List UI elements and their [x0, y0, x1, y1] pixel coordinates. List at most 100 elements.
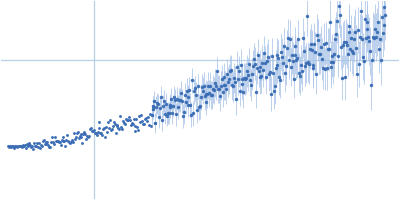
Point	[64, 133, 70, 136]
Point	[62, 144, 68, 147]
Point	[81, 131, 88, 134]
Point	[83, 137, 90, 140]
Point	[74, 131, 81, 134]
Point	[40, 139, 47, 142]
Point	[113, 124, 120, 127]
Point	[141, 123, 147, 126]
Point	[11, 146, 18, 149]
Point	[88, 126, 94, 129]
Point	[71, 132, 77, 135]
Point	[59, 139, 66, 143]
Point	[53, 140, 59, 143]
Point	[139, 119, 145, 122]
Point	[106, 126, 112, 130]
Point	[65, 139, 72, 142]
Point	[122, 122, 128, 125]
Point	[108, 128, 115, 131]
Point	[148, 113, 155, 117]
Point	[138, 113, 144, 116]
Point	[20, 144, 26, 147]
Point	[72, 137, 78, 141]
Point	[19, 146, 25, 149]
Point	[58, 138, 65, 141]
Point	[150, 104, 157, 107]
Point	[105, 121, 111, 124]
Point	[37, 146, 43, 150]
Point	[146, 113, 153, 116]
Point	[126, 118, 133, 122]
Point	[136, 114, 142, 118]
Point	[98, 132, 104, 135]
Point	[9, 145, 16, 148]
Point	[116, 127, 122, 130]
Point	[41, 143, 48, 146]
Point	[135, 129, 142, 132]
Point	[148, 124, 154, 127]
Point	[56, 140, 62, 143]
Point	[97, 131, 104, 134]
Point	[60, 136, 67, 139]
Point	[90, 130, 96, 133]
Point	[80, 132, 86, 135]
Point	[70, 141, 76, 144]
Point	[58, 143, 64, 147]
Point	[119, 127, 126, 130]
Point	[10, 145, 16, 148]
Point	[87, 128, 93, 131]
Point	[89, 129, 95, 133]
Point	[152, 121, 158, 124]
Point	[110, 124, 116, 128]
Point	[90, 129, 97, 132]
Point	[15, 145, 21, 148]
Point	[134, 125, 140, 129]
Point	[42, 140, 49, 143]
Point	[151, 99, 158, 103]
Point	[137, 121, 143, 124]
Point	[14, 145, 20, 148]
Point	[112, 131, 119, 134]
Point	[95, 120, 102, 124]
Point	[49, 136, 55, 139]
Point	[115, 126, 122, 129]
Point	[66, 140, 72, 144]
Point	[101, 127, 108, 130]
Point	[82, 132, 88, 136]
Point	[50, 140, 56, 143]
Point	[8, 145, 15, 148]
Point	[56, 140, 63, 144]
Point	[35, 146, 41, 149]
Point	[6, 145, 13, 148]
Point	[33, 144, 39, 148]
Point	[94, 134, 100, 137]
Point	[96, 126, 103, 129]
Point	[47, 145, 54, 149]
Point	[118, 125, 124, 128]
Point	[22, 144, 28, 147]
Point	[45, 143, 52, 146]
Point	[69, 138, 75, 141]
Point	[128, 122, 135, 125]
Point	[110, 120, 117, 124]
Point	[12, 144, 18, 147]
Point	[132, 129, 139, 132]
Point	[140, 122, 146, 125]
Point	[4, 144, 11, 147]
Point	[92, 131, 98, 135]
Point	[29, 144, 36, 147]
Point	[130, 122, 136, 125]
Point	[52, 136, 58, 139]
Point	[27, 144, 34, 147]
Point	[100, 127, 106, 130]
Point	[77, 132, 84, 136]
Point	[76, 136, 82, 140]
Point	[48, 140, 54, 143]
Point	[104, 130, 110, 134]
Point	[103, 126, 109, 129]
Point	[143, 116, 149, 119]
Point	[28, 146, 34, 149]
Point	[86, 134, 92, 137]
Point	[34, 141, 40, 144]
Point	[17, 145, 23, 148]
Point	[78, 136, 85, 139]
Point	[61, 140, 68, 143]
